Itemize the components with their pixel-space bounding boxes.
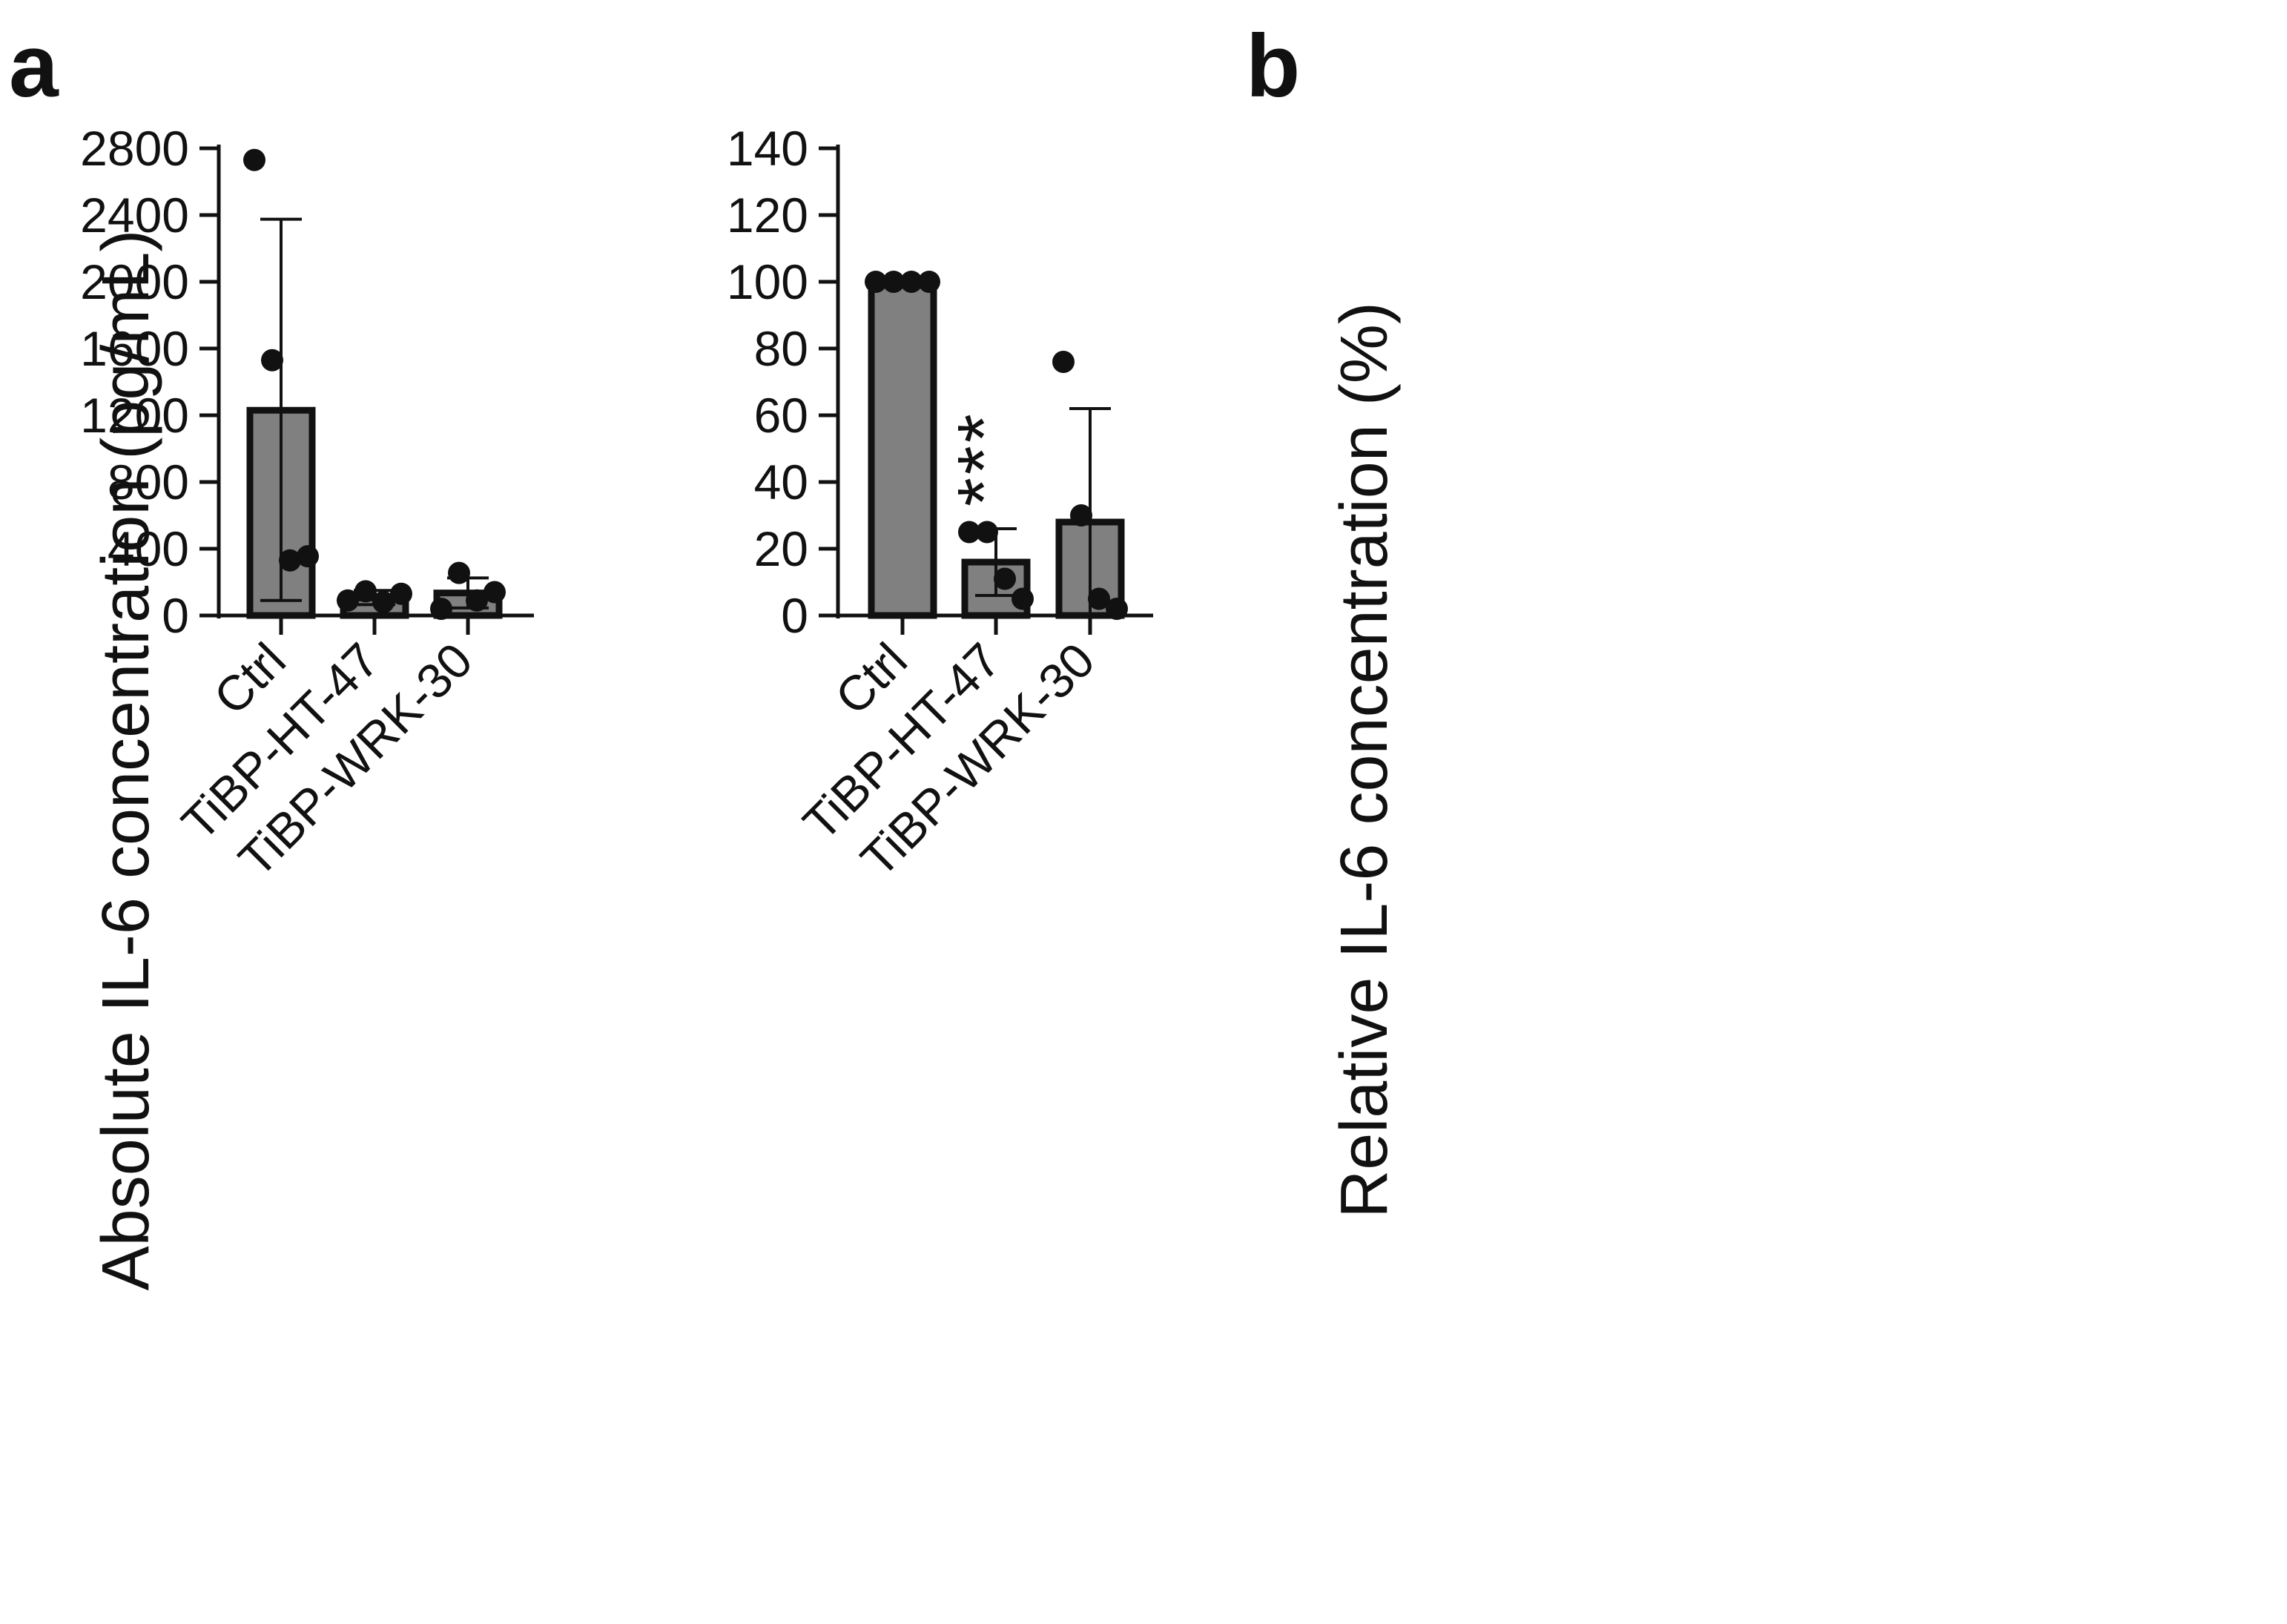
panel-a-point-1-2 <box>261 349 283 372</box>
panel-b-y-tick-label-140: 140 <box>727 121 808 176</box>
panel-a-y-tick-label-800: 800 <box>108 455 189 509</box>
panel-b-bar-1 <box>868 278 937 619</box>
panel-b-point-1-2 <box>882 271 905 293</box>
panel-b-y-tick-label-100: 100 <box>727 254 808 309</box>
panel-a-point-3-2 <box>448 561 470 584</box>
panel-b-point-2-3 <box>994 567 1016 590</box>
panel-b-point-3-3 <box>1088 587 1110 610</box>
panel-a-y-tick-label-2800: 2800 <box>80 121 189 176</box>
panel-a-point-1-3 <box>279 549 301 572</box>
panel-a-label: a <box>9 16 59 116</box>
panel-b-y-tick-label-60: 60 <box>754 388 808 443</box>
panel-b-y-tick-label-120: 120 <box>727 188 808 242</box>
panel-a-y-axis-title: Absolute IL-6 concentration (pg/mL) <box>89 230 163 1291</box>
panel-a-y-tick-label-2000: 2000 <box>80 254 189 309</box>
panel-a-point-2-4 <box>390 582 412 605</box>
panel-a-point-1-1 <box>243 148 265 171</box>
panel-a-point-2-1 <box>337 589 359 612</box>
panel-a-y-tick-label-1600: 1600 <box>80 321 189 376</box>
panel-a-point-2-3 <box>372 591 395 613</box>
panel-a-point-2-2 <box>354 580 377 603</box>
panel-a-y-tick-label-2400: 2400 <box>80 188 189 242</box>
panel-b-label: b <box>1246 16 1300 116</box>
panel-a-point-3-3 <box>466 589 488 612</box>
panel-a-y-tick-label-0: 0 <box>162 588 189 643</box>
panel-a-y-tick-label-1200: 1200 <box>80 388 189 443</box>
panel-a-point-3-4 <box>484 581 506 604</box>
panel-b-y-tick-label-40: 40 <box>754 455 808 509</box>
panel-b-point-1-4 <box>918 271 940 293</box>
panel-b-point-2-1 <box>958 521 980 544</box>
panel-b-point-1-3 <box>900 271 923 293</box>
panel-b-y-tick-label-80: 80 <box>754 321 808 376</box>
panel-b-point-2-4 <box>1012 587 1034 610</box>
panel-b-significance-2: *** <box>943 411 1026 506</box>
panel-b-point-3-2 <box>1070 504 1092 527</box>
panel-b-point-3-4 <box>1106 598 1128 620</box>
panel-b-y-tick-label-20: 20 <box>754 521 808 576</box>
panel-a-y-tick-label-400: 400 <box>108 521 189 576</box>
panel-b-point-1-1 <box>865 271 887 293</box>
panel-b-y-axis-title: Relative IL-6 concentration (%) <box>1327 302 1402 1218</box>
panel-b-point-2-2 <box>976 521 998 544</box>
panel-a-point-1-4 <box>297 545 319 568</box>
panel-b-point-3-1 <box>1052 351 1075 373</box>
panel-b: b Relative IL-6 concentration (%) 0 20 40 6… <box>727 16 1402 1218</box>
panel-a-point-3-1 <box>430 598 452 620</box>
panel-a: a Absolute IL-6 concentration (pg/mL) 0 4… <box>9 16 534 1290</box>
panel-b-y-tick-label-0: 0 <box>781 588 808 643</box>
